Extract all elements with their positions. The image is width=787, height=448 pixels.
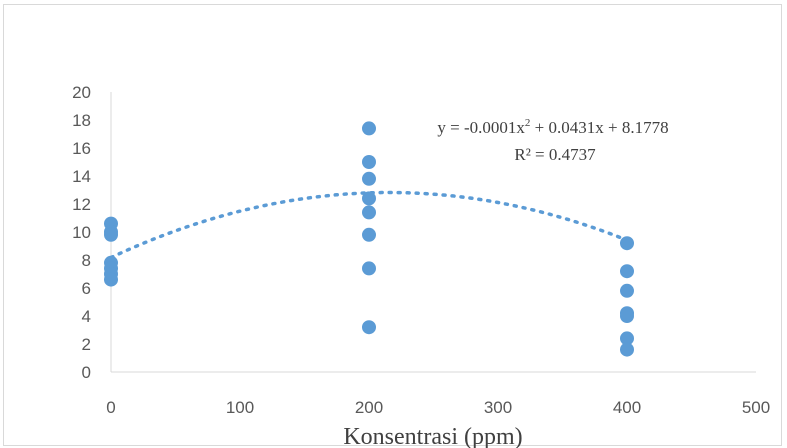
x-tick-label: 200 xyxy=(355,398,383,417)
y-tick-label: 16 xyxy=(72,139,91,158)
y-axis-ticks: 0 2 4 6 8 10 12 14 16 18 20 xyxy=(72,83,91,382)
data-point xyxy=(362,171,376,186)
data-point xyxy=(104,272,118,287)
polynomial-trendline xyxy=(109,190,629,260)
y-tick-label: 6 xyxy=(82,279,91,298)
data-point xyxy=(362,191,376,206)
y-tick-label: 18 xyxy=(72,111,91,130)
trendline-equation: y = -0.0001x2 + 0.0431x + 8.1778 xyxy=(437,117,668,137)
data-point xyxy=(620,309,634,323)
x-tick-label: 400 xyxy=(613,398,641,417)
data-point xyxy=(362,227,376,242)
data-point xyxy=(620,342,634,357)
x-tick-label: 0 xyxy=(106,398,115,417)
data-point xyxy=(104,227,118,242)
x-tick-label: 500 xyxy=(742,398,770,417)
y-tick-label: 8 xyxy=(82,251,91,270)
data-point xyxy=(620,331,634,346)
x-tick-label: 300 xyxy=(484,398,512,417)
data-point xyxy=(362,155,376,169)
x-tick-label: 100 xyxy=(226,398,254,417)
data-point xyxy=(362,205,376,220)
data-point xyxy=(362,261,376,276)
data-point xyxy=(362,320,376,335)
y-tick-label: 10 xyxy=(72,223,91,242)
x-axis-title: Konsentrasi (ppm) xyxy=(343,424,522,448)
y-tick-label: 14 xyxy=(72,167,91,186)
data-points xyxy=(104,121,634,357)
data-point xyxy=(620,283,634,298)
data-point xyxy=(620,264,634,279)
y-tick-label: 12 xyxy=(72,195,91,214)
r-squared-label: R² = 0.4737 xyxy=(514,145,596,164)
data-point xyxy=(620,236,634,251)
data-point xyxy=(362,121,376,136)
y-tick-label: 20 xyxy=(72,83,91,102)
y-tick-label: 4 xyxy=(82,307,91,326)
y-tick-label: 0 xyxy=(82,363,91,382)
y-tick-label: 2 xyxy=(82,335,91,354)
x-axis-ticks: 0 100 200 300 400 500 xyxy=(106,398,770,417)
